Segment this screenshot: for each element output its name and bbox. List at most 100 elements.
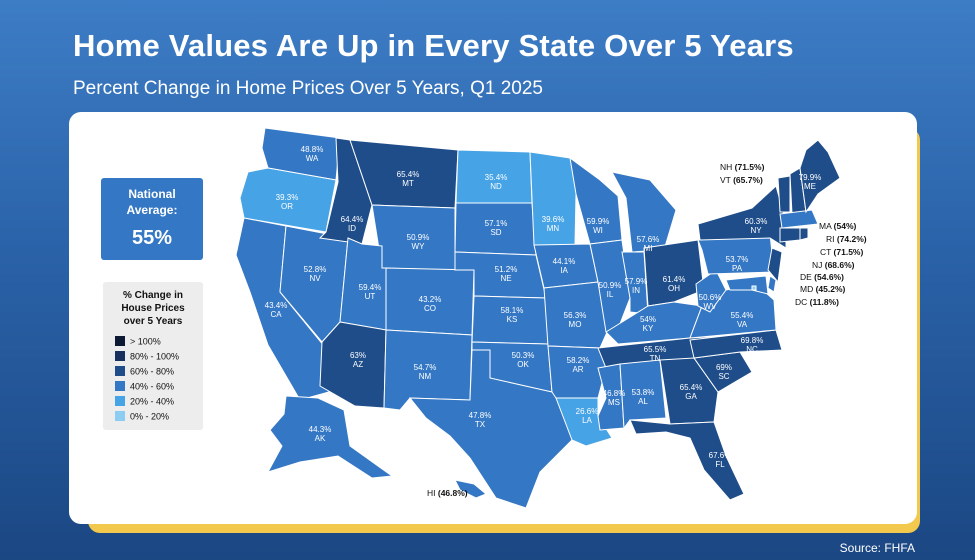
- callout-value-de: (54.6%): [814, 272, 844, 282]
- state-abbr-ky: KY: [643, 324, 654, 333]
- state-abbr-ne: NE: [500, 274, 511, 283]
- callout-vt: VT (65.7%): [720, 175, 763, 185]
- state-value-sc: 69%: [716, 363, 732, 372]
- state-abbr-ms: MS: [608, 398, 620, 407]
- legend-swatch-1: [115, 351, 125, 361]
- state-value-ok: 50.3%: [512, 351, 535, 360]
- state-value-ky: 54%: [640, 315, 656, 324]
- legend-label-5: 0% - 20%: [130, 412, 169, 422]
- state-abbr-la: LA: [582, 416, 592, 425]
- national-average-label-1: National: [128, 187, 175, 201]
- callout-value-md: (45.2%): [816, 284, 846, 294]
- callouts: NH (71.5%)VT (65.7%)MA (54%)RI (74.2%)CT…: [427, 162, 867, 498]
- callout-dc: DC (11.8%): [795, 297, 839, 307]
- legend-label-2: 60% - 80%: [130, 367, 174, 377]
- state-value-mi: 57.6%: [637, 235, 660, 244]
- state-value-ia: 44.1%: [553, 257, 576, 266]
- state-vt: [777, 175, 791, 213]
- state-abbr-ny: NY: [750, 226, 762, 235]
- callout-value-nh: (71.5%): [735, 162, 765, 172]
- state-abbr-ca: CA: [270, 310, 282, 319]
- callout-value-ct: (71.5%): [834, 247, 864, 257]
- callout-value-vt: (65.7%): [733, 175, 763, 185]
- state-fl: [629, 419, 745, 501]
- callout-abbr-ri: RI: [826, 234, 837, 244]
- national-average-box: [101, 178, 203, 260]
- state-abbr-az: AZ: [353, 360, 363, 369]
- legend-title-3: over 5 Years: [124, 316, 183, 327]
- source-note: Source: FHFA: [839, 541, 915, 555]
- state-value-mn: 39.6%: [542, 215, 565, 224]
- page-subtitle: Percent Change in Home Prices Over 5 Yea…: [73, 78, 543, 99]
- callout-nj: NJ (68.6%): [812, 260, 855, 270]
- state-ga: [659, 357, 719, 425]
- callout-hi: HI (46.8%): [427, 488, 468, 498]
- state-abbr-sc: SC: [718, 372, 729, 381]
- state-value-wi: 59.9%: [587, 217, 610, 226]
- state-value-wv: 50.6%: [699, 293, 722, 302]
- national-average-label-2: Average:: [127, 203, 178, 217]
- state-dc: [751, 285, 757, 291]
- state-abbr-tn: TN: [650, 354, 661, 363]
- state-abbr-fl: FL: [715, 460, 725, 469]
- state-value-az: 63%: [350, 351, 366, 360]
- callout-abbr-dc: DC: [795, 297, 810, 307]
- state-abbr-ar: AR: [572, 365, 583, 374]
- state-abbr-ok: OK: [517, 360, 529, 369]
- state-value-fl: 67.6%: [709, 451, 732, 460]
- state-value-ny: 60.3%: [745, 217, 768, 226]
- state-value-ne: 51.2%: [495, 265, 518, 274]
- state-abbr-id: ID: [348, 224, 356, 233]
- state-abbr-wv: WV: [704, 302, 718, 311]
- state-abbr-ga: GA: [685, 392, 697, 401]
- state-value-wy: 50.9%: [407, 233, 430, 242]
- state-oh: [643, 239, 705, 307]
- callout-abbr-ct: CT: [820, 247, 834, 257]
- callout-value-hi: (46.8%): [438, 488, 468, 498]
- state-nj: [767, 247, 783, 284]
- page-title: Home Values Are Up in Every State Over 5…: [73, 28, 794, 63]
- state-value-sd: 57.1%: [485, 219, 508, 228]
- callout-value-ma: (54%): [834, 221, 857, 231]
- callout-abbr-de: DE: [800, 272, 814, 282]
- state-abbr-al: AL: [638, 397, 648, 406]
- state-hi: [454, 479, 487, 499]
- state-me: [799, 139, 841, 214]
- state-la: [555, 397, 613, 447]
- state-abbr-nc: NC: [746, 345, 758, 354]
- state-abbr-mi: MI: [644, 244, 653, 253]
- state-abbr-oh: OH: [668, 284, 680, 293]
- legend-swatch-5: [115, 411, 125, 421]
- legend-title-1: % Change in: [123, 290, 183, 301]
- national-average-value: 55%: [132, 227, 172, 249]
- legend-swatch-2: [115, 366, 125, 376]
- state-value-ca: 43.4%: [265, 301, 288, 310]
- callout-value-ri: (74.2%): [837, 234, 867, 244]
- legend-title-2: House Prices: [121, 303, 185, 314]
- state-value-ms: 46.8%: [603, 389, 626, 398]
- state-value-pa: 53.7%: [726, 255, 749, 264]
- state-abbr-wi: WI: [593, 226, 603, 235]
- legend-items: > 100% 80% - 100% 60% - 80% 40% - 60% 20% - …: [115, 336, 179, 422]
- state-abbr-pa: PA: [732, 264, 743, 273]
- state-value-id: 64.4%: [341, 215, 364, 224]
- state-value-ga: 65.4%: [680, 383, 703, 392]
- callout-abbr-ma: MA: [819, 221, 834, 231]
- state-value-tx: 47.8%: [469, 411, 492, 420]
- state-abbr-co: CO: [424, 304, 436, 313]
- state-abbr-me: ME: [804, 182, 816, 191]
- callout-md: MD (45.2%): [800, 284, 846, 294]
- callout-abbr-nj: NJ: [812, 260, 825, 270]
- state-value-ak: 44.3%: [309, 425, 332, 434]
- state-value-nc: 69.8%: [741, 336, 764, 345]
- state-ri: [799, 227, 809, 241]
- state-abbr-sd: SD: [490, 228, 501, 237]
- state-value-me: 79.9%: [799, 173, 822, 182]
- state-abbr-in: IN: [632, 286, 640, 295]
- state-value-co: 43.2%: [419, 295, 442, 304]
- legend-swatch-3: [115, 381, 125, 391]
- legend-label-3: 40% - 60%: [130, 382, 174, 392]
- state-value-nm: 54.7%: [414, 363, 437, 372]
- state-shapes: [235, 127, 841, 509]
- state-al: [619, 359, 667, 430]
